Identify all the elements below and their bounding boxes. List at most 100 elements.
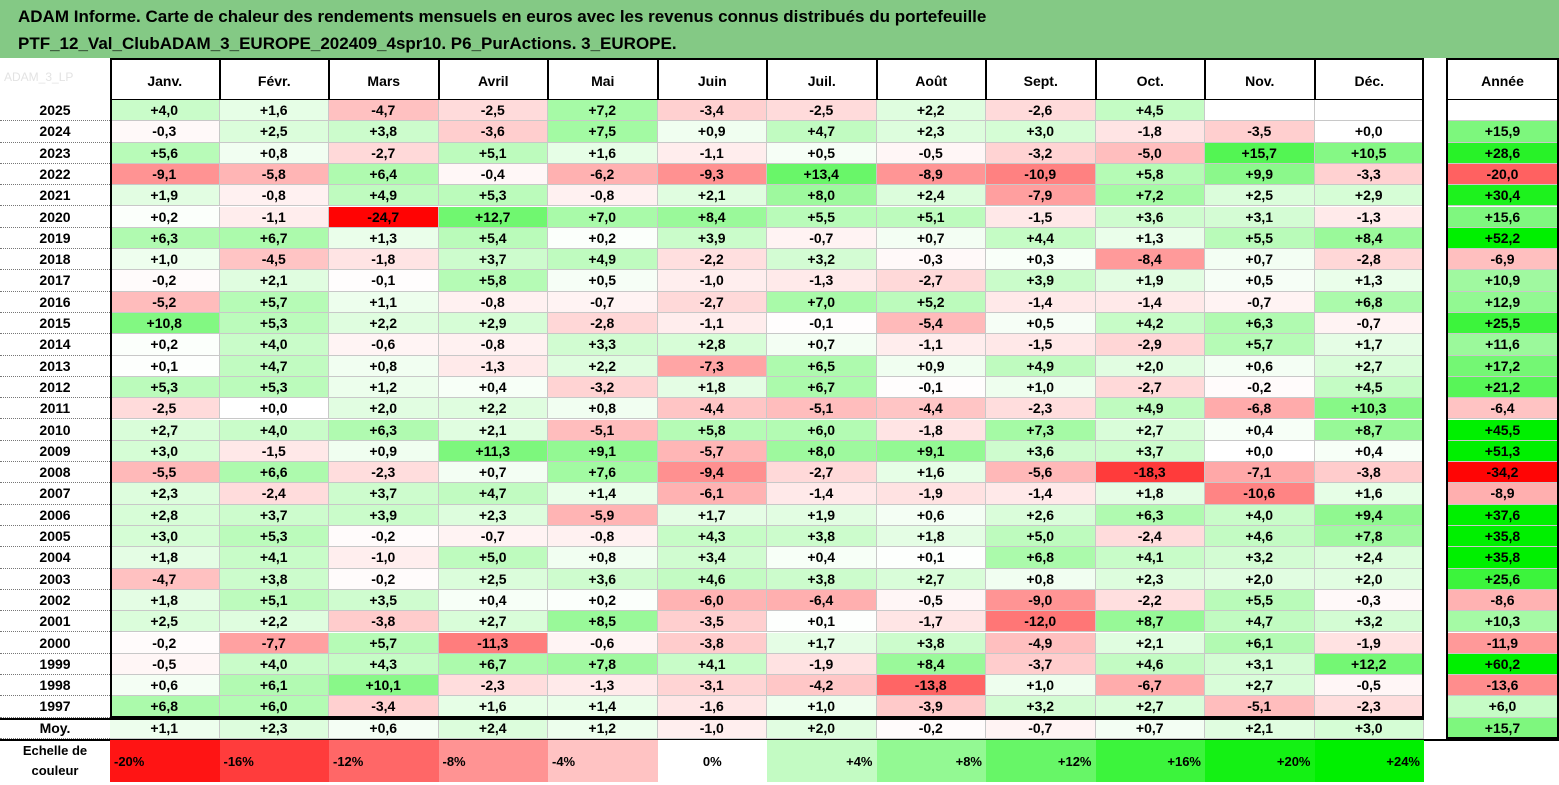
heatmap-cell: +5,0 <box>986 526 1096 548</box>
heatmap-cell: +4,1 <box>1095 547 1205 569</box>
heatmap-cell: +1,7 <box>657 504 767 526</box>
heatmap-cell: +7,2 <box>1095 185 1205 207</box>
heatmap-cell: +2,0 <box>1205 568 1315 590</box>
heatmap-cell: +1,2 <box>329 376 439 399</box>
heatmap-cell: -11,3 <box>438 632 548 654</box>
heatmap-cell: +8,4 <box>657 206 767 228</box>
heatmap-cell: -0,2 <box>110 632 220 654</box>
heatmap-cell: -2,3 <box>1314 696 1424 718</box>
year-label: 2020 <box>0 207 110 228</box>
heatmap-cell: +3,0 <box>986 121 1096 143</box>
year-label: 2001 <box>0 611 110 633</box>
average-cell: +0,6 <box>329 717 439 739</box>
heatmap-cell: +0,0 <box>219 398 329 420</box>
heatmap-cell: +4,9 <box>329 185 439 207</box>
heatmap-cell: -8,9 <box>876 163 986 186</box>
heatmap-cell: -0,5 <box>876 589 986 612</box>
heatmap-cell: -6,4 <box>767 589 877 612</box>
heatmap-cell: -3,6 <box>438 121 548 143</box>
annual-cell: +15,6 <box>1446 206 1559 228</box>
heatmap-cell: -1,1 <box>657 313 767 335</box>
heatmap-cell: +0,6 <box>110 675 220 697</box>
heatmap-cell: -1,9 <box>1314 632 1424 654</box>
heatmap-cell: +7,5 <box>548 121 658 143</box>
heatmap-cell: -2,7 <box>1095 376 1205 399</box>
heatmap-cell: -4,7 <box>329 100 439 122</box>
heatmap-cell: +2,9 <box>1314 185 1424 207</box>
heatmap-cell: +4,7 <box>767 121 877 143</box>
heatmap-cell: -2,4 <box>1095 526 1205 548</box>
heatmap-cell: +6,3 <box>1205 313 1315 335</box>
year-label: 2017 <box>0 270 110 292</box>
heatmap-cell: -2,7 <box>657 291 767 313</box>
year-label: 2024 <box>0 121 110 143</box>
heatmap-cell: +2,7 <box>1314 355 1424 377</box>
heatmap-cell: -0,7 <box>548 291 658 313</box>
heatmap-cell: +3,3 <box>548 334 658 356</box>
heatmap-cell: +0,1 <box>767 611 877 633</box>
annual-cell: +35,8 <box>1446 526 1559 548</box>
title-line-2: PTF_12_Val_ClubADAM_3_EUROPE_202409_4spr… <box>18 34 677 53</box>
heatmap-cell: -4,2 <box>767 675 877 697</box>
average-cell: +2,0 <box>767 717 877 739</box>
heatmap-cell: +2,4 <box>1314 547 1424 569</box>
heatmap-cell: -18,3 <box>1095 462 1205 484</box>
heatmap-cell: -0,8 <box>438 334 548 356</box>
heatmap-cell: +0,5 <box>767 142 877 164</box>
average-cell: +0,7 <box>1095 717 1205 739</box>
heatmap-cell: +2,1 <box>438 419 548 441</box>
heatmap-cell: -4,9 <box>986 632 1096 654</box>
scale-swatch: 0% <box>657 740 767 782</box>
heatmap-cell: +3,8 <box>219 568 329 590</box>
heatmap-cell: -9,4 <box>657 462 767 484</box>
heatmap-cell: +1,8 <box>110 547 220 569</box>
annual-cell <box>1446 100 1559 122</box>
heatmap-cell: -1,3 <box>1314 206 1424 228</box>
column-header: Févr. <box>219 58 329 100</box>
heatmap-cell: +0,8 <box>548 398 658 420</box>
heatmap-cell: -1,3 <box>548 675 658 697</box>
heatmap-cell: -3,8 <box>1314 462 1424 484</box>
heatmap-cell: +4,1 <box>657 653 767 676</box>
heatmap-cell: +6,8 <box>986 547 1096 569</box>
heatmap-cell: -1,8 <box>1095 121 1205 143</box>
heatmap-cell: -13,8 <box>876 675 986 697</box>
heatmap-cell: +5,4 <box>438 227 548 250</box>
heatmap-cell: +1,8 <box>110 589 220 612</box>
heatmap-cell: -1,5 <box>219 440 329 463</box>
heatmap-cell: +0,7 <box>438 462 548 484</box>
heatmap-cell: -1,1 <box>657 142 767 164</box>
heatmap-cell: +0,5 <box>1205 270 1315 292</box>
scale-swatch: -12% <box>329 740 439 782</box>
heatmap-cell: -3,2 <box>548 376 658 399</box>
annual-cell: -34,2 <box>1446 462 1559 484</box>
year-label: 2014 <box>0 334 110 356</box>
average-annual-cell: +15,7 <box>1446 717 1559 739</box>
heatmap-cell: -5,9 <box>548 504 658 526</box>
heatmap-cell: -7,1 <box>1205 462 1315 484</box>
year-label: 2022 <box>0 164 110 186</box>
heatmap-cell: -6,0 <box>657 589 767 612</box>
heatmap-cell: -2,2 <box>1095 589 1205 612</box>
heatmap-cell: -10,6 <box>1205 483 1315 505</box>
heatmap-cell: +2,3 <box>1095 568 1205 590</box>
heatmap-cell: +15,7 <box>1205 142 1315 164</box>
heatmap-cell: -3,2 <box>986 142 1096 164</box>
watermark: ADAM_3_LP <box>4 70 74 84</box>
annual-cell: +10,3 <box>1446 611 1559 633</box>
year-label: 1999 <box>0 654 110 676</box>
heatmap-cell: +7,0 <box>548 206 658 228</box>
column-header: Avril <box>438 58 548 100</box>
heatmap-cell: +2,7 <box>1095 696 1205 718</box>
heatmap-cell: -0,1 <box>767 313 877 335</box>
heatmap-cell: +2,2 <box>329 313 439 335</box>
year-label: 2000 <box>0 633 110 654</box>
heatmap-cell: -5,1 <box>1205 696 1315 718</box>
average-cell: +2,3 <box>219 717 329 739</box>
heatmap-cell: -3,9 <box>876 696 986 718</box>
heatmap-cell: -0,7 <box>767 227 877 250</box>
heatmap-cell: +5,5 <box>767 206 877 228</box>
heatmap-cell: +4,1 <box>219 547 329 569</box>
heatmap-cell: -0,1 <box>876 376 986 399</box>
heatmap-cell: +3,6 <box>548 568 658 590</box>
